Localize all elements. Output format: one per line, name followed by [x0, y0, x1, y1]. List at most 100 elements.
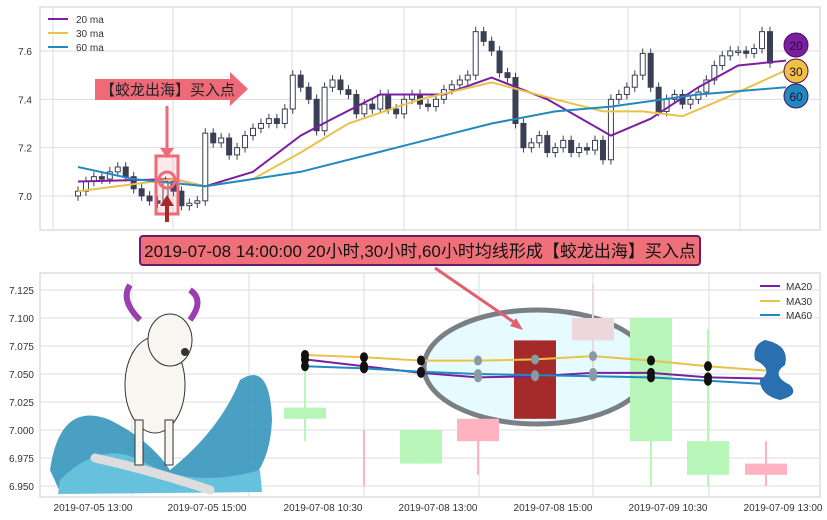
candle-body [329, 79, 336, 88]
candle-body [369, 103, 376, 110]
candle-body [464, 74, 471, 81]
candle-body [353, 93, 360, 115]
ma-point [531, 354, 539, 365]
candle-body [257, 122, 264, 129]
y-tick-label: 7.2 [18, 144, 32, 155]
candle-body [592, 139, 599, 151]
candle-body [130, 176, 137, 190]
candle-body [178, 190, 185, 207]
candle-body [265, 118, 272, 124]
candle-body [432, 98, 439, 108]
candle-body [647, 52, 654, 88]
candle-body [305, 86, 312, 100]
candle-body [249, 127, 256, 137]
ma-point [301, 361, 309, 372]
candle-body [273, 118, 280, 124]
candle-body [289, 74, 296, 110]
ma-point [647, 372, 655, 383]
candle-body [138, 188, 145, 197]
candle-body [544, 135, 551, 153]
x-tick-label: 2019-07-09 10:30 [629, 503, 708, 514]
candle-body [297, 74, 304, 88]
x-tick-label: 2019-07-08 10:30 [284, 503, 363, 514]
ma-point [589, 371, 597, 382]
ma-badges: 20 30 60 [783, 32, 809, 109]
y-tick-label: 7.0 [18, 192, 32, 203]
candle-body [234, 147, 241, 156]
ma-point [704, 375, 712, 386]
candle-body [400, 430, 442, 464]
legend-ma60: MA60 [786, 311, 813, 322]
candle-body [114, 166, 121, 173]
candle-body [504, 72, 511, 79]
candle-body [584, 147, 591, 151]
candle-body [576, 147, 583, 153]
candle-body [361, 103, 368, 115]
candle-body [385, 93, 392, 110]
top-y-ticks: 7.0 7.2 7.4 7.6 [18, 47, 32, 203]
y-tick-label: 7.100 [9, 314, 34, 325]
candle-body [345, 89, 352, 95]
down-arrow-icon [160, 148, 174, 158]
top-plot-area [39, 6, 821, 231]
ma-point [360, 352, 368, 363]
candle-body [480, 31, 487, 42]
y-tick-label: 7.075 [9, 342, 34, 353]
bottom-y-ticks: 7.125 7.100 7.075 7.050 7.025 7.000 6.975 6.950 [9, 286, 34, 493]
candle-body [751, 48, 758, 54]
candle-body [226, 137, 233, 156]
candle-body [472, 31, 479, 76]
highlight-circle [157, 170, 177, 190]
candle-body [424, 103, 431, 108]
annotation-arrow-box [95, 72, 248, 106]
candle-body [735, 50, 742, 53]
top-chart: 7.0 7.2 7.4 7.6 20 ma 30 ma 60 ma 20 30 60 … [18, 6, 821, 231]
candle-body [194, 200, 201, 204]
candle-body [202, 132, 209, 202]
candle-body [496, 50, 503, 74]
candle-body [242, 135, 249, 149]
candle-body [568, 139, 575, 153]
candle-body [687, 441, 729, 475]
candle-body [122, 166, 129, 178]
candle-body [393, 108, 400, 115]
candle-body [457, 418, 499, 442]
bottom-chart: 7.125 7.100 7.075 7.050 7.025 7.000 6.975 6.950… [9, 266, 823, 514]
legend-20ma: 20 ma [76, 15, 104, 26]
ma-point [417, 355, 425, 366]
candle-body [607, 98, 614, 161]
candle-body [218, 137, 225, 144]
candle-body [536, 135, 543, 144]
y-tick-label: 6.950 [9, 482, 34, 493]
candle-body [711, 64, 718, 81]
pointer-arrow [434, 266, 519, 327]
candle-body [401, 98, 408, 115]
legend-ma30: MA30 [786, 297, 813, 308]
candle-body [767, 31, 773, 64]
candle-body [687, 98, 694, 105]
candle-body [639, 52, 646, 76]
bottom-x-ticks: 2019-07-05 13:00 2019-07-05 15:00 2019-07-… [54, 503, 823, 514]
candle-body [599, 139, 606, 161]
up-arrow-icon [160, 195, 174, 206]
y-tick-label: 7.6 [18, 47, 32, 58]
candle-body [210, 132, 217, 144]
x-tick-label: 2019-07-08 13:00 [399, 503, 478, 514]
dog-illustration [50, 283, 272, 495]
candle-body [488, 40, 495, 52]
y-tick-label: 7.4 [18, 95, 32, 106]
candle-body [703, 79, 710, 93]
badge-30: 30 [789, 65, 803, 79]
x-tick-label: 2019-07-08 15:00 [514, 503, 593, 514]
badge-20: 20 [789, 39, 803, 53]
x-tick-label: 2019-07-05 13:00 [54, 503, 133, 514]
candle-body [615, 93, 622, 100]
ma-point [417, 366, 425, 377]
buy-point-annotation: 【蛟龙出海】买入点 [95, 72, 248, 222]
candle-body [552, 147, 559, 153]
candle-body [146, 195, 153, 202]
candle-body [321, 86, 328, 132]
ma-point [589, 351, 597, 362]
legend-ma20: MA20 [786, 282, 813, 293]
candle-body [448, 84, 455, 91]
